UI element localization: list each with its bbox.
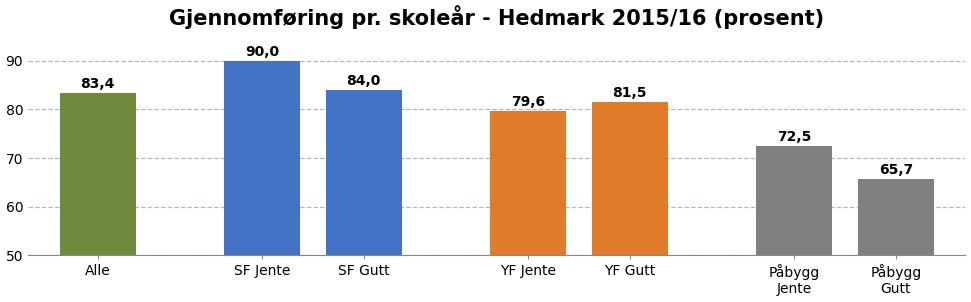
Bar [224,61,300,255]
Text: 72,5: 72,5 [777,130,812,144]
Title: Gjennomføring pr. skoleår - Hedmark 2015/16 (prosent): Gjennomføring pr. skoleår - Hedmark 2015… [169,5,824,29]
Bar [857,179,934,255]
Text: 65,7: 65,7 [879,163,913,177]
Bar [325,90,402,255]
Text: 81,5: 81,5 [613,86,647,100]
Text: 84,0: 84,0 [347,74,381,88]
Bar [59,93,136,255]
Bar [591,102,668,255]
Bar [490,111,566,255]
Text: 90,0: 90,0 [246,45,280,59]
Text: 83,4: 83,4 [81,77,115,91]
Bar [756,146,832,255]
Text: 79,6: 79,6 [512,95,546,109]
